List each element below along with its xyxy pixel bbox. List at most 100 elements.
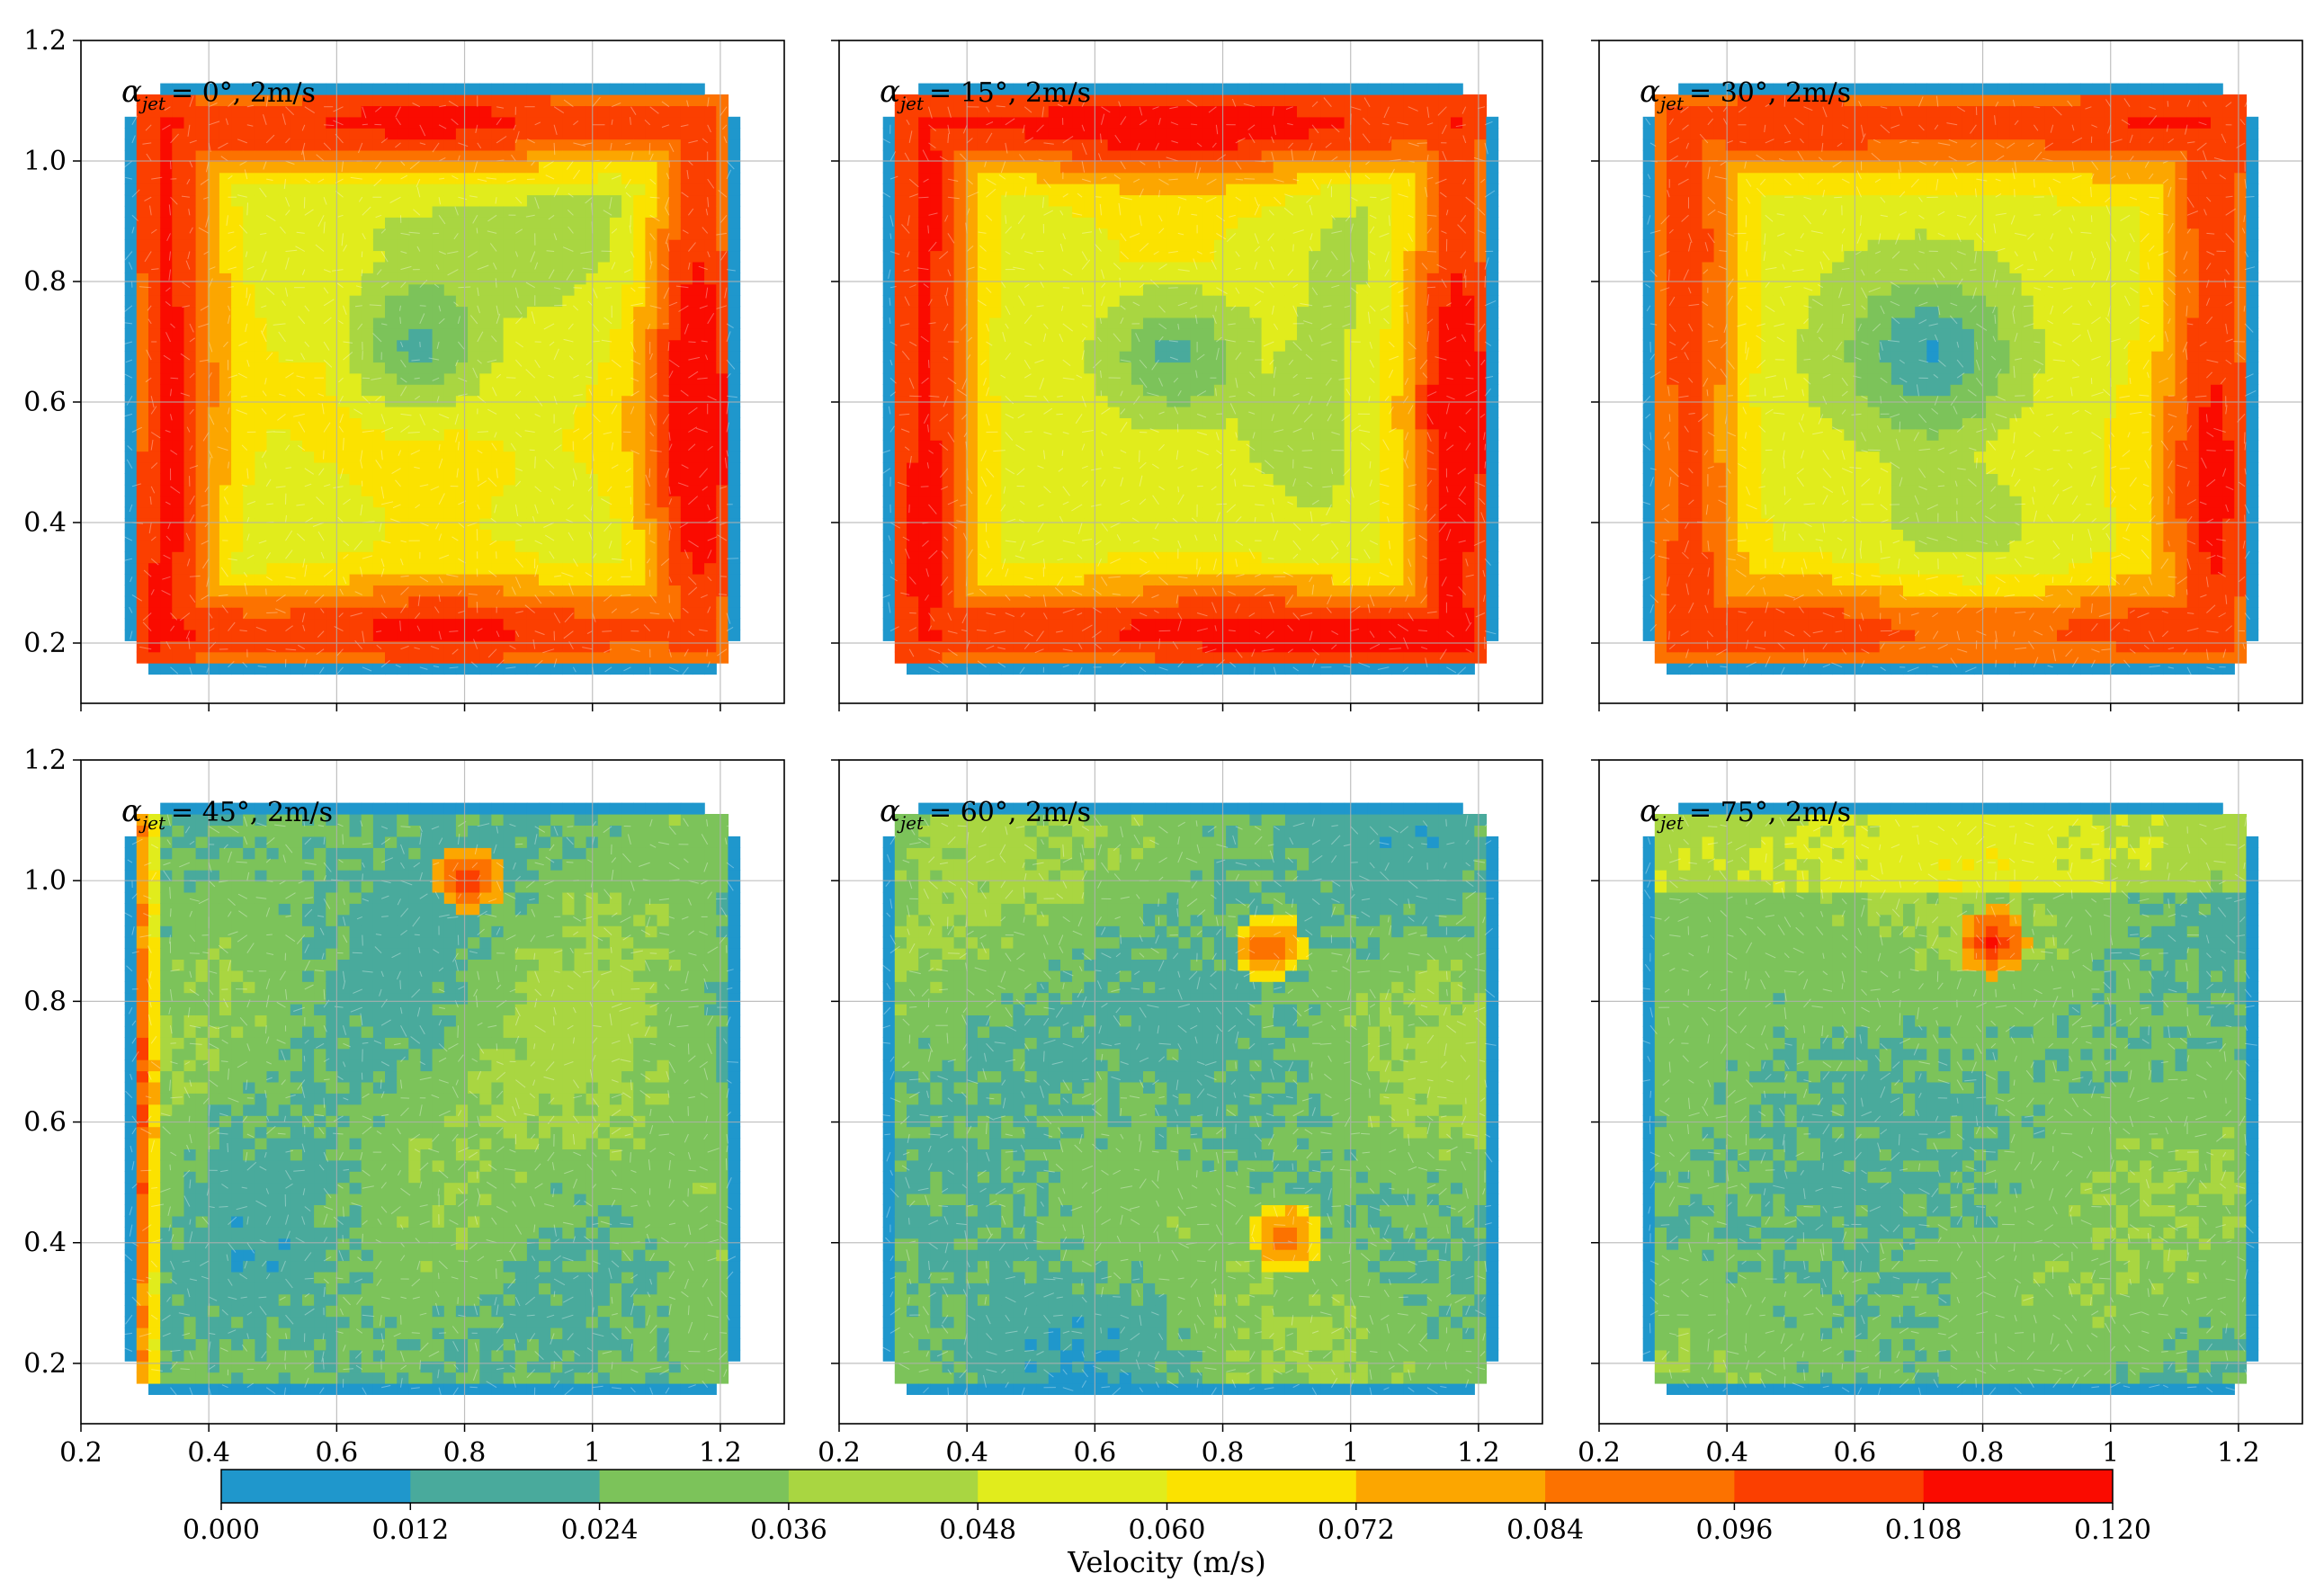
vector-mark bbox=[707, 445, 713, 451]
heatmap-cell bbox=[1060, 506, 1073, 519]
heatmap-cell bbox=[219, 317, 232, 329]
heatmap-cell bbox=[243, 384, 255, 397]
heatmap-cell bbox=[657, 473, 670, 486]
heatmap-cell bbox=[337, 116, 351, 129]
heatmap-cell bbox=[657, 194, 670, 207]
heatmap-cell bbox=[385, 372, 398, 385]
heatmap-cell bbox=[372, 585, 386, 597]
heatmap-cell bbox=[609, 205, 622, 218]
heatmap-cell bbox=[1060, 663, 1073, 675]
vector-mark bbox=[208, 341, 213, 353]
heatmap-cell bbox=[385, 473, 398, 486]
heatmap-cell bbox=[657, 239, 670, 252]
heatmap-cell bbox=[314, 217, 326, 229]
vector-mark bbox=[298, 316, 306, 325]
heatmap-cell bbox=[728, 228, 741, 240]
vector-mark bbox=[120, 321, 132, 325]
heatmap-cell bbox=[1001, 149, 1014, 162]
vector-mark bbox=[493, 262, 497, 270]
heatmap-cell bbox=[314, 261, 326, 273]
vector-mark bbox=[456, 468, 459, 478]
heatmap-cell bbox=[243, 451, 255, 463]
heatmap-cell bbox=[1048, 529, 1061, 541]
heatmap-cell bbox=[942, 640, 955, 653]
heatmap-cell bbox=[668, 83, 682, 95]
heatmap-cell bbox=[278, 328, 291, 341]
heatmap-cell bbox=[977, 149, 990, 162]
heatmap-cell bbox=[455, 372, 469, 385]
heatmap-cell bbox=[207, 451, 220, 463]
vector-mark bbox=[630, 302, 644, 307]
heatmap-cell bbox=[930, 172, 943, 184]
heatmap-cell bbox=[420, 328, 434, 341]
heatmap-cell bbox=[657, 506, 670, 519]
heatmap-cell bbox=[716, 205, 729, 218]
heatmap-cell bbox=[207, 607, 220, 620]
heatmap-cell bbox=[243, 205, 255, 218]
heatmap-cell bbox=[397, 83, 409, 95]
heatmap-cell bbox=[290, 172, 303, 184]
heatmap-cell bbox=[907, 261, 919, 273]
heatmap-cell bbox=[1013, 496, 1026, 508]
vector-mark bbox=[228, 99, 237, 108]
heatmap-cell bbox=[136, 183, 149, 196]
vector-mark bbox=[668, 498, 673, 505]
heatmap-cell bbox=[1048, 105, 1061, 118]
heatmap-cell bbox=[302, 94, 315, 106]
vector-mark bbox=[543, 522, 555, 528]
vector-mark bbox=[228, 266, 237, 271]
heatmap-cell bbox=[503, 562, 516, 575]
heatmap-cell bbox=[562, 328, 576, 341]
heatmap-cell bbox=[408, 562, 422, 575]
heatmap-cell bbox=[1060, 217, 1073, 229]
heatmap-cell bbox=[172, 551, 185, 564]
heatmap-cell bbox=[526, 384, 540, 397]
heatmap-cell bbox=[231, 339, 244, 352]
heatmap-cell bbox=[609, 462, 622, 474]
vector-mark bbox=[645, 474, 651, 487]
heatmap-cell bbox=[503, 574, 516, 585]
vector-mark bbox=[237, 194, 247, 198]
heatmap-cell bbox=[468, 250, 480, 263]
heatmap-cell bbox=[514, 239, 528, 252]
heatmap-cell bbox=[514, 395, 528, 407]
vector-mark bbox=[666, 173, 670, 180]
vector-mark bbox=[323, 299, 335, 307]
heatmap-cell bbox=[574, 529, 587, 541]
heatmap-cell bbox=[183, 228, 197, 240]
heatmap-cell bbox=[266, 574, 280, 585]
heatmap-cell bbox=[1072, 529, 1085, 541]
heatmap-cell bbox=[302, 273, 315, 285]
heatmap-cell bbox=[953, 339, 967, 352]
vector-mark bbox=[666, 242, 670, 252]
vector-mark bbox=[701, 340, 708, 343]
heatmap-cell bbox=[326, 161, 339, 174]
heatmap-cell bbox=[172, 94, 185, 106]
heatmap-cell bbox=[574, 94, 587, 106]
heatmap-cell bbox=[1072, 295, 1085, 308]
heatmap-cell bbox=[1107, 473, 1121, 486]
heatmap-cell bbox=[1001, 94, 1014, 106]
heatmap-cell bbox=[574, 328, 587, 341]
vector-mark bbox=[376, 630, 382, 633]
heatmap-cell bbox=[207, 83, 220, 95]
heatmap-cell bbox=[136, 295, 149, 308]
heatmap-cell bbox=[266, 161, 280, 174]
heatmap-cell bbox=[633, 217, 646, 229]
heatmap-cell bbox=[680, 250, 693, 263]
heatmap-cell bbox=[397, 239, 409, 252]
heatmap-cell bbox=[491, 663, 505, 675]
heatmap-cell bbox=[278, 506, 291, 519]
heatmap-cell bbox=[1072, 395, 1085, 407]
heatmap-cell bbox=[361, 562, 374, 575]
vector-mark bbox=[446, 574, 459, 577]
heatmap-cell bbox=[243, 496, 255, 508]
heatmap-cell bbox=[977, 105, 990, 118]
vector-mark bbox=[509, 645, 516, 650]
heatmap-cell bbox=[989, 473, 1002, 486]
heatmap-cell bbox=[479, 384, 493, 397]
heatmap-cell bbox=[455, 518, 469, 530]
heatmap-cell bbox=[219, 506, 232, 519]
vector-mark bbox=[380, 612, 388, 619]
heatmap-cell bbox=[668, 618, 682, 630]
